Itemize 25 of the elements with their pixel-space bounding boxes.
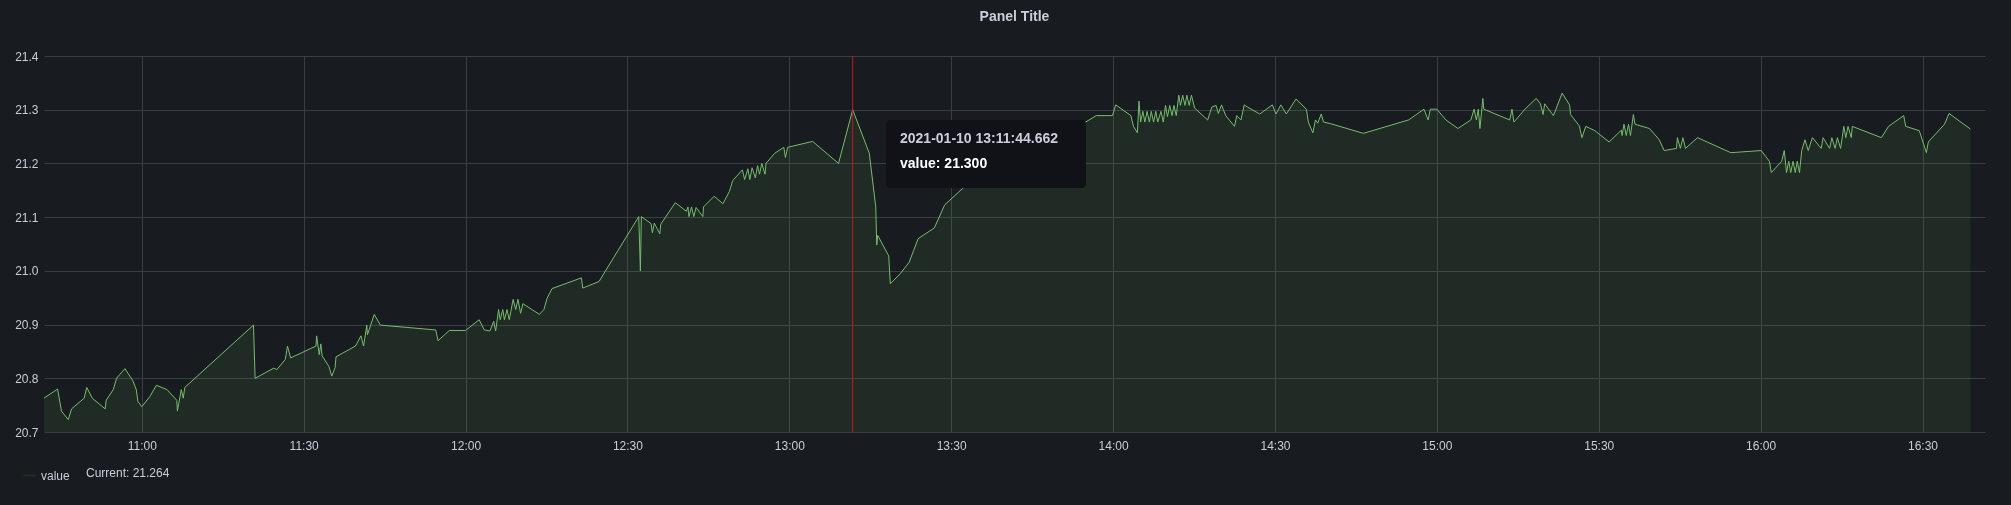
annotation: value: 21.300: [900, 155, 988, 171]
y-tick-label: 21.1: [15, 210, 39, 225]
x-tick-label: 12:00: [451, 438, 482, 453]
y-tick-label: 20.7: [15, 425, 39, 440]
x-tick-label: 11:30: [289, 438, 320, 453]
x-tick-label: 13:00: [774, 438, 806, 453]
x-tick-label: 12:30: [612, 438, 644, 453]
y-tick-label: 20.8: [15, 371, 39, 386]
y-tick-label: 21.0: [15, 264, 39, 279]
x-tick-label: 13:30: [936, 438, 968, 453]
legend-label: value: [41, 468, 71, 483]
text: Current: 21.264: [86, 466, 170, 480]
x-tick-label: 11:00: [127, 438, 158, 453]
x-tick-label: 15:30: [1584, 438, 1615, 453]
y-tick-label: 20.9: [15, 318, 39, 333]
y-tick-label: 21.2: [15, 156, 39, 171]
x-tick-label: 15:00: [1422, 438, 1453, 453]
chart-title: Panel Title: [979, 8, 1050, 24]
annotation: 2021-01-10 13:11:44.662: [900, 130, 1059, 146]
y-tick-label: 21.3: [15, 103, 39, 118]
x-tick-label: 14:00: [1098, 438, 1129, 453]
x-tick-label: 16:30: [1908, 438, 1939, 453]
x-tick-label: 14:30: [1260, 438, 1291, 453]
y-tick-label: 21.4: [15, 49, 39, 64]
x-tick-label: 16:00: [1746, 438, 1777, 453]
